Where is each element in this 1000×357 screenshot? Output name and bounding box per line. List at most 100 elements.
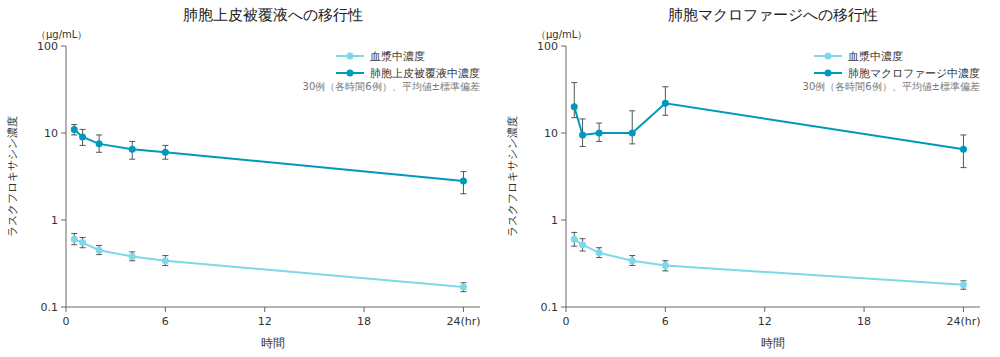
x-tick-label: 6 <box>662 315 669 328</box>
point <box>79 133 86 140</box>
error-cap <box>629 110 635 111</box>
y-axis-line <box>66 46 67 307</box>
y-tick-label: 10 <box>44 127 58 140</box>
y-tick-label: 100 <box>537 40 558 53</box>
point <box>629 257 636 264</box>
error-bar <box>960 135 966 168</box>
error-cap <box>580 146 586 147</box>
error-cap <box>162 265 168 266</box>
point <box>162 149 169 156</box>
point <box>960 146 967 153</box>
error-cap <box>629 255 635 256</box>
series-line <box>74 129 463 181</box>
error-cap <box>129 141 135 142</box>
error-cap <box>580 118 586 119</box>
error-bar <box>80 129 86 145</box>
x-tick-label: 0 <box>63 315 70 328</box>
error-cap <box>96 254 102 255</box>
error-bar <box>571 232 577 246</box>
y-tick <box>61 220 66 221</box>
error-bar <box>960 281 966 289</box>
error-cap <box>71 134 77 135</box>
error-cap <box>80 237 86 238</box>
point <box>571 103 578 110</box>
x-tick <box>864 307 865 312</box>
error-cap <box>580 238 586 239</box>
error-bar <box>629 111 635 144</box>
x-tick-label: 12 <box>758 315 772 328</box>
y-tick-label: 1 <box>51 214 58 227</box>
y-tick-label: 100 <box>37 40 58 53</box>
y-unit: （μg/mL） <box>536 29 587 40</box>
x-tick <box>66 307 67 312</box>
error-stem <box>632 111 633 144</box>
series-line <box>574 239 963 284</box>
point <box>71 126 78 133</box>
plot-area <box>71 125 467 292</box>
point <box>579 131 586 138</box>
title: 肺胞上皮被覆液への移行性 <box>183 6 363 24</box>
error-cap <box>571 232 577 233</box>
error-cap <box>80 145 86 146</box>
series <box>71 233 467 291</box>
legend: 血漿中濃度肺胞マクロファージ中濃度 <box>814 50 980 80</box>
error-bar <box>596 123 602 141</box>
error-cap <box>662 270 668 271</box>
x-axis-line <box>66 307 480 308</box>
error-bar <box>460 283 466 292</box>
error-cap <box>80 247 86 248</box>
legend-marker <box>347 53 354 60</box>
legend-marker <box>825 70 832 77</box>
error-cap <box>129 159 135 160</box>
point <box>596 130 603 137</box>
y-tick-label: 0.1 <box>41 301 59 314</box>
point <box>460 178 467 185</box>
error-bar <box>71 125 77 135</box>
point <box>79 239 86 246</box>
series-line <box>74 239 463 287</box>
error-cap <box>460 193 466 194</box>
x-tick <box>764 307 765 312</box>
error-cap <box>96 245 102 246</box>
error-cap <box>162 145 168 146</box>
y-tick <box>61 46 66 47</box>
series <box>71 125 467 194</box>
y-tick <box>561 46 566 47</box>
error-cap <box>629 265 635 266</box>
error-stem <box>574 83 575 118</box>
error-bar <box>129 141 135 159</box>
error-bar <box>96 135 102 152</box>
error-bar <box>80 237 86 247</box>
panel: 肺胞上皮被覆液への移行性06121824(hr)0.1110100時間ラスクフロ… <box>6 6 480 350</box>
y-axis-label: ラスクフロキサシン濃度 <box>506 116 519 237</box>
panel: 肺胞マクロファージへの移行性06121824(hr)0.1110100時間ラスク… <box>506 6 980 350</box>
series <box>571 83 967 168</box>
error-cap <box>662 260 668 261</box>
error-cap <box>596 257 602 258</box>
point <box>571 236 578 243</box>
series <box>571 232 967 289</box>
x-tick-label: 24(hr) <box>446 315 480 328</box>
error-cap <box>629 143 635 144</box>
error-cap <box>96 152 102 153</box>
legend: 血漿中濃度肺胞上皮被覆液中濃度 <box>336 50 480 80</box>
error-bar <box>580 239 586 251</box>
note: 30例（各時間6例）、平均値±標準偏差 <box>303 81 480 92</box>
error-cap <box>96 134 102 135</box>
point <box>960 281 967 288</box>
legend-marker <box>347 70 354 77</box>
point <box>129 146 136 153</box>
y-tick <box>61 307 66 308</box>
error-bar <box>162 145 168 159</box>
error-bar <box>71 233 77 244</box>
error-cap <box>80 129 86 130</box>
y-tick-label: 10 <box>544 127 558 140</box>
point <box>596 249 603 256</box>
error-cap <box>129 260 135 261</box>
legend-marker <box>825 53 832 60</box>
error-cap <box>960 280 966 281</box>
y-axis-line <box>566 46 567 307</box>
point <box>662 100 669 107</box>
error-bar <box>629 256 635 266</box>
point <box>96 140 103 147</box>
